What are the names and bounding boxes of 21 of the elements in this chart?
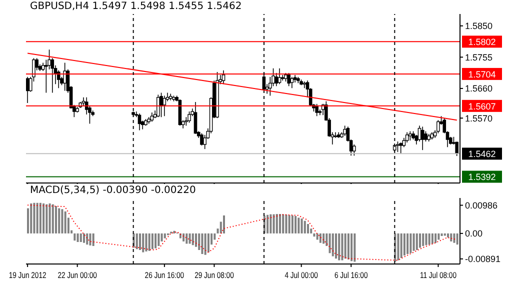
y-tick-label: 1.5755: [465, 52, 493, 62]
ref-line-label: 1.5802: [468, 37, 496, 48]
x-tick-label: 4 Jul 00:00: [284, 270, 318, 280]
x-tick-label: 19 Jun 2012: [8, 270, 46, 280]
y-tick-label: 1.5850: [465, 21, 493, 32]
ref-line-label: 1.5704: [468, 69, 496, 80]
ref-line-label: 1.5462: [468, 149, 496, 160]
x-tick-label: 26 Jun 16:00: [144, 270, 184, 280]
y-tick-label: 1.5570: [465, 113, 493, 124]
y-tick-label: 1.5660: [465, 84, 493, 94]
x-tick-label: 29 Jun 08:00: [194, 270, 234, 280]
chart-title: GBPUSD,H4 1.5497 1.5498 1.5455 1.5462: [30, 1, 242, 13]
y-tick-label: 0.00: [465, 228, 483, 239]
x-tick-label: 6 Jul 16:00: [334, 270, 368, 280]
chart-title: MACD(5,34,5) -0.00390 -0.00220: [30, 185, 196, 197]
y-tick-label: -0.00891: [465, 254, 501, 264]
x-tick-label: 11 Jul 08:00: [420, 270, 456, 280]
ref-line-label: 1.5392: [468, 172, 496, 182]
ref-line-label: 1.5607: [468, 101, 496, 112]
x-tick-label: 22 Jun 00:00: [58, 270, 97, 280]
y-tick-label: 0.00986: [465, 200, 498, 210]
